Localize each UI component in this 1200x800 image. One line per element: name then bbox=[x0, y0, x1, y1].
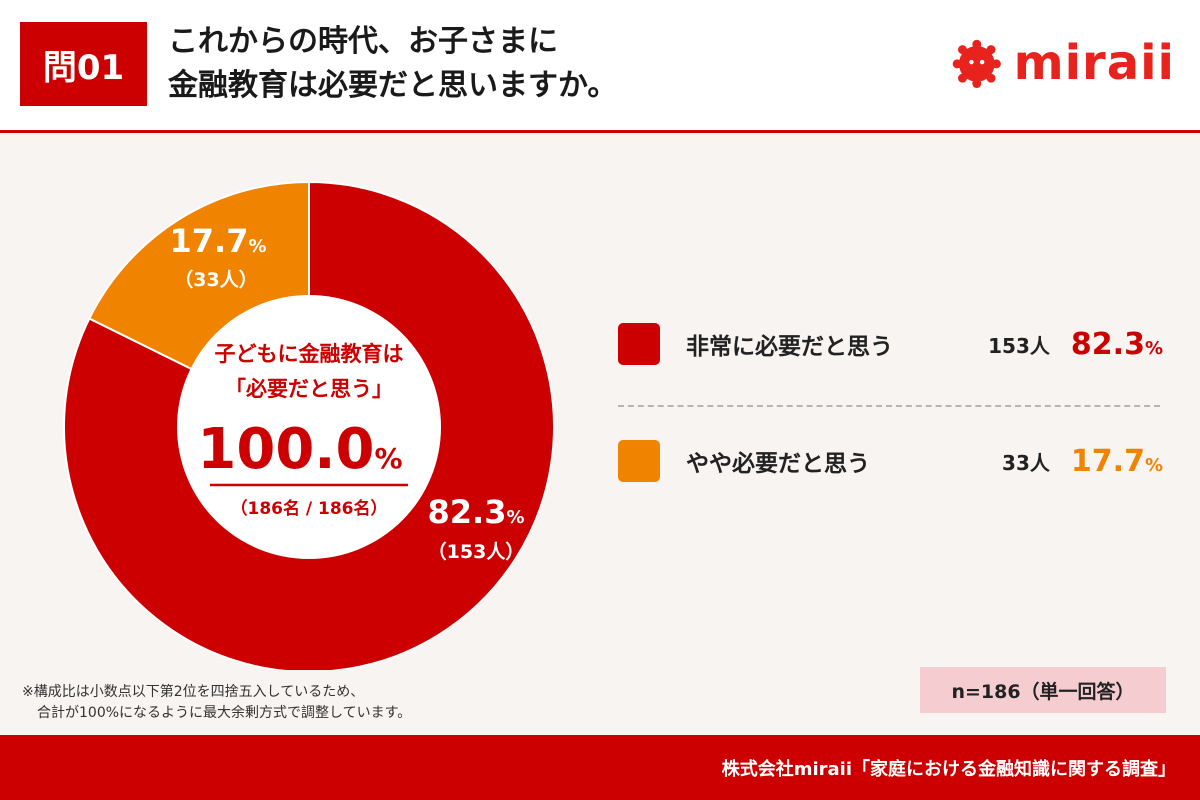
center-line2: 「必要だと思う」 bbox=[225, 377, 393, 401]
legend-item-0: 非常に必要だと思う 153人 82.3% bbox=[618, 319, 1163, 369]
question-title: これからの時代、お子さまに 金融教育は必要だと思いますか。 bbox=[168, 20, 768, 108]
question-badge: 問01 bbox=[20, 22, 147, 106]
legend-count-1: 33人 bbox=[1002, 450, 1050, 475]
logo-text: miraii bbox=[1013, 35, 1175, 91]
sample-size-badge: n=186（単一回答） bbox=[920, 667, 1166, 713]
legend-count-0: 153人 bbox=[988, 333, 1050, 358]
logo-mascot-icon bbox=[952, 39, 1001, 88]
donut-center: 子どもに金融教育は 「必要だと思う」 100.0% （186名 / 186名） bbox=[197, 342, 408, 519]
donut-hole bbox=[177, 295, 441, 559]
legend-divider bbox=[618, 405, 1160, 407]
legend-swatch-1 bbox=[618, 440, 660, 482]
footnote-line1: ※構成比は小数点以下第2位を四捨五入しているため、 bbox=[22, 684, 365, 700]
slice-label-count-1: （33人） bbox=[174, 268, 257, 291]
slice-labels: 82.3% （153人） 17.7% （33人） bbox=[170, 222, 525, 563]
legend-item-1: やや必要だと思う 33人 17.7% bbox=[618, 436, 1163, 486]
donut-chart: 子どもに金融教育は 「必要だと思う」 100.0% （186名 / 186名） … bbox=[63, 180, 555, 670]
legend-swatch-0 bbox=[618, 323, 660, 365]
center-line1: 子どもに金融教育は bbox=[215, 342, 404, 366]
center-value-unit: % bbox=[375, 442, 403, 475]
question-title-line1: これからの時代、お子さまに bbox=[168, 24, 558, 59]
footnote: ※構成比は小数点以下第2位を四捨五入しているため、 合計が100%になるように最… bbox=[22, 682, 411, 724]
miraii-logo: miraii bbox=[950, 28, 1175, 98]
header: 問01 これからの時代、お子さまに 金融教育は必要だと思いますか。 miraii bbox=[0, 0, 1200, 133]
legend-label-1: やや必要だと思う bbox=[686, 451, 870, 477]
footnote-line2: 合計が100%になるように最大余剰方式で調整しています。 bbox=[37, 705, 412, 721]
legend-pct-1: 17.7% bbox=[1070, 443, 1163, 479]
footer: 株式会社miraii「家庭における金融知識に関する調査」 bbox=[0, 735, 1200, 800]
center-sub: （186名 / 186名） bbox=[230, 498, 387, 519]
slice-label-pct-0: 82.3% bbox=[428, 493, 525, 531]
slice-label-pct-1: 17.7% bbox=[170, 222, 267, 260]
legend-pct-0: 82.3% bbox=[1070, 326, 1163, 362]
legend-label-0: 非常に必要だと思う bbox=[686, 334, 893, 360]
footer-source: 株式会社miraii「家庭における金融知識に関する調査」 bbox=[721, 758, 1176, 780]
question-title-line2: 金融教育は必要だと思いますか。 bbox=[168, 68, 618, 103]
slice-label-count-0: （153人） bbox=[428, 540, 525, 563]
center-value: 100.0% bbox=[197, 417, 402, 482]
center-value-number: 100.0 bbox=[197, 417, 374, 482]
